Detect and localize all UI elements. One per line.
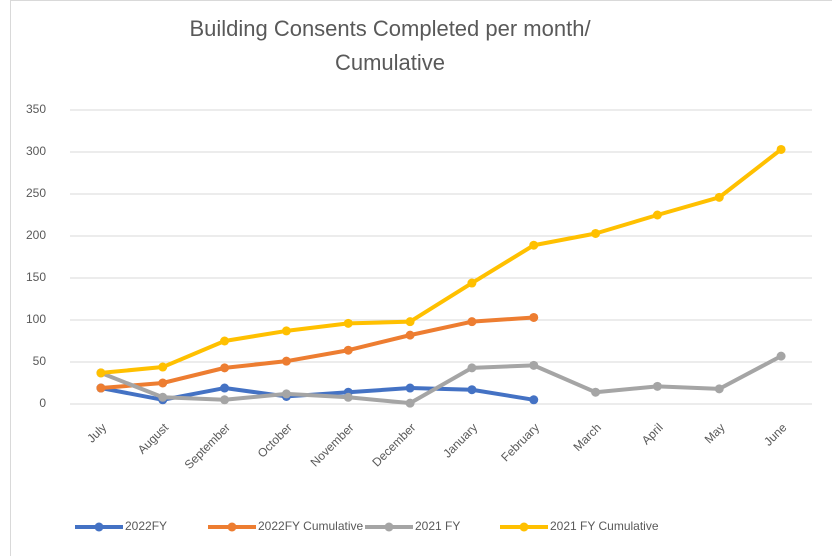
data-point [96, 368, 106, 378]
data-point [343, 392, 353, 402]
x-tick-label: December [369, 420, 418, 469]
data-point [405, 317, 415, 327]
x-tick-label: July [84, 420, 109, 445]
data-point [652, 381, 662, 391]
data-point [281, 356, 291, 366]
data-point [467, 278, 477, 288]
legend-label: 2021 FY [415, 519, 460, 533]
series-line [100, 315, 534, 391]
data-point [529, 395, 539, 405]
y-tick-label: 0 [39, 396, 46, 410]
chart-border [10, 0, 832, 556]
legend-label: 2022FY [125, 519, 167, 533]
data-point [591, 228, 601, 238]
data-point [405, 398, 415, 408]
data-point [652, 210, 662, 220]
data-point [220, 336, 230, 346]
data-point [776, 351, 786, 361]
x-tick-label: January [440, 420, 480, 460]
data-point [467, 363, 477, 373]
x-tick-label: April [639, 420, 666, 447]
y-tick-label: 300 [26, 144, 46, 158]
data-point [220, 383, 230, 393]
y-tick-label: 150 [26, 270, 46, 284]
series-line [100, 147, 783, 375]
data-point [220, 395, 230, 405]
x-tick-label: June [761, 420, 790, 449]
data-point [529, 240, 539, 250]
y-tick-label: 50 [33, 354, 47, 368]
legend-marker [519, 522, 529, 532]
data-point [281, 326, 291, 336]
legend-marker [384, 522, 394, 532]
data-point [343, 318, 353, 328]
data-point [591, 387, 601, 397]
data-point [467, 317, 477, 327]
x-tick-label: March [570, 420, 603, 453]
series-line [100, 354, 783, 406]
data-point [343, 345, 353, 355]
data-point [529, 312, 539, 322]
x-tick-label: February [498, 420, 542, 464]
data-point [220, 363, 230, 373]
data-point [158, 362, 168, 372]
y-tick-label: 250 [26, 186, 46, 200]
data-point [96, 383, 106, 393]
x-tick-label: September [182, 420, 233, 471]
chart-title: Building Consents Completed per month/ C… [189, 16, 591, 75]
data-point [405, 330, 415, 340]
legend-label: 2021 FY Cumulative [550, 519, 659, 533]
y-tick-label: 350 [26, 102, 46, 116]
data-point [467, 385, 477, 395]
legend-marker [94, 522, 104, 532]
legend-label: 2022FY Cumulative [258, 519, 363, 533]
y-tick-label: 100 [26, 312, 46, 326]
data-point [158, 392, 168, 402]
x-tick-label: May [702, 420, 728, 446]
x-tick-label: October [255, 420, 295, 460]
data-point [405, 383, 415, 393]
data-point [529, 360, 539, 370]
y-tick-label: 200 [26, 228, 46, 242]
x-tick-label: August [135, 420, 172, 457]
data-point [158, 378, 168, 388]
data-point [714, 384, 724, 394]
data-point [776, 144, 786, 154]
legend-marker [227, 522, 237, 532]
x-tick-label: November [308, 420, 357, 469]
data-point [714, 192, 724, 202]
data-point [281, 389, 291, 399]
